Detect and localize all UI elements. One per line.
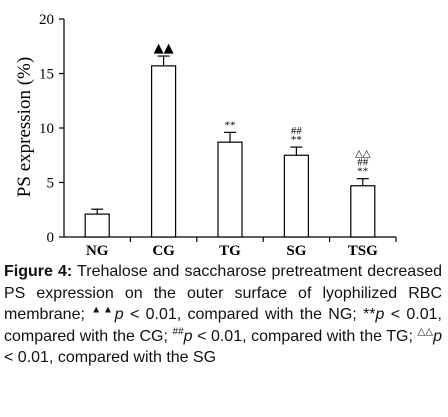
caption-text-5: < 0.01, compared with the SG <box>4 349 217 367</box>
caption-figure-label: Figure 4: <box>4 263 73 280</box>
bar-sg <box>283 154 309 238</box>
caption-text-2: < 0.01, compared with the NG; ** <box>123 306 376 324</box>
caption-sup-hashes: ## <box>172 326 184 338</box>
y-axis: 0 5 10 15 20 <box>39 12 65 246</box>
caption-text-1: Trehalose and saccharose pretreatment de… <box>4 263 443 324</box>
caption-p-3: p <box>183 327 193 345</box>
y-axis-title: PS expression (%) <box>14 57 35 197</box>
caption-p-2: p <box>375 306 385 324</box>
y-tick-label: 15 <box>39 67 54 83</box>
bar-tg <box>217 141 243 238</box>
caption-text-4: < 0.01, compared with the TG; <box>192 327 418 345</box>
bar-ng <box>84 213 110 238</box>
x-axis: NG CG TG SG TSG <box>64 236 397 259</box>
significance-mark: ** <box>225 119 236 131</box>
significance-mark: ## <box>291 125 303 137</box>
significance-annotations: ▲▲****##**##△△ <box>154 41 371 178</box>
bars-group <box>84 55 376 238</box>
significance-mark: ** <box>357 166 368 178</box>
significance-mark: ## <box>357 157 369 169</box>
caption-p-4: p <box>433 327 442 345</box>
y-tick-label: 20 <box>39 12 54 28</box>
significance-mark: ▲▲ <box>154 41 174 56</box>
caption-text-3: < 0.01, compared with the CG; <box>4 306 442 345</box>
significance-mark: △△ <box>355 149 371 160</box>
caption-sup-triangles-open: △△ <box>417 326 434 338</box>
y-tick-label: 0 <box>47 230 55 246</box>
bar-chart: PS expression (%) 0 5 10 15 20 NG CG TG SG TSG ▲… <box>14 12 397 259</box>
figure-caption: Figure 4: Trehalose and saccharose pretr… <box>4 261 442 369</box>
bar-tsg <box>350 185 376 238</box>
y-tick-label: 10 <box>39 121 54 137</box>
caption-p-1: p <box>114 306 124 324</box>
x-category-label: SG <box>286 243 306 259</box>
x-category-label: CG <box>152 243 175 259</box>
x-category-label: TG <box>219 243 241 259</box>
bar-cg <box>151 65 177 238</box>
x-category-label: NG <box>86 243 109 259</box>
caption-sup-triangles-filled: ▲▲ <box>91 304 115 316</box>
significance-mark: ** <box>291 134 302 146</box>
y-tick-label: 5 <box>47 176 55 192</box>
x-category-label: TSG <box>348 243 378 259</box>
